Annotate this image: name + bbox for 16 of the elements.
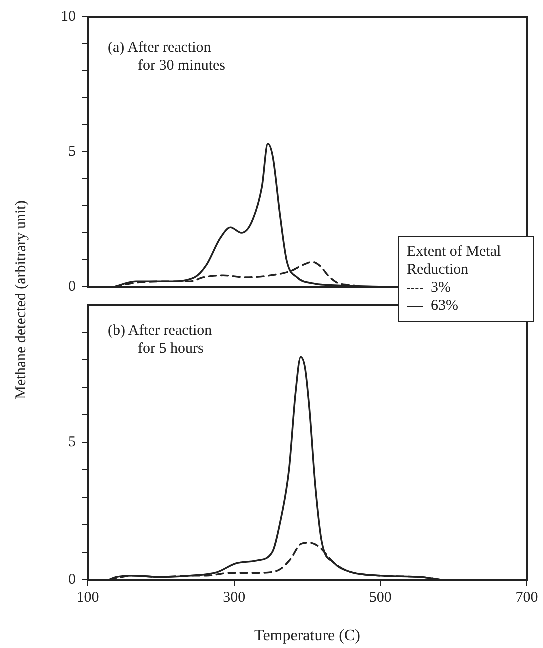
- y-tick-label: 5: [68, 434, 76, 450]
- legend-label: 63%: [431, 298, 458, 314]
- x-tick-label: 300: [223, 590, 246, 606]
- legend-label: 3%: [431, 280, 451, 296]
- y-axis-title: Methane detected (arbitrary unit): [14, 200, 30, 400]
- x-tick-label: 100: [76, 590, 100, 606]
- x-tick-label: 500: [369, 590, 392, 606]
- y-tick-label: 5: [68, 144, 76, 160]
- text: (b) After reaction for 5 hours: [108, 322, 214, 358]
- x-axis-title: Temperature (C): [254, 628, 360, 645]
- y-tick-label: 0: [68, 278, 76, 295]
- legend-title: Extent of Metal Reduction: [407, 243, 502, 279]
- text: (a) After reaction for 30 minutes: [108, 39, 226, 75]
- y-tick-label: 0: [68, 572, 76, 588]
- y-tick-label: 10: [61, 8, 76, 25]
- x-tick-label: 700: [516, 590, 538, 606]
